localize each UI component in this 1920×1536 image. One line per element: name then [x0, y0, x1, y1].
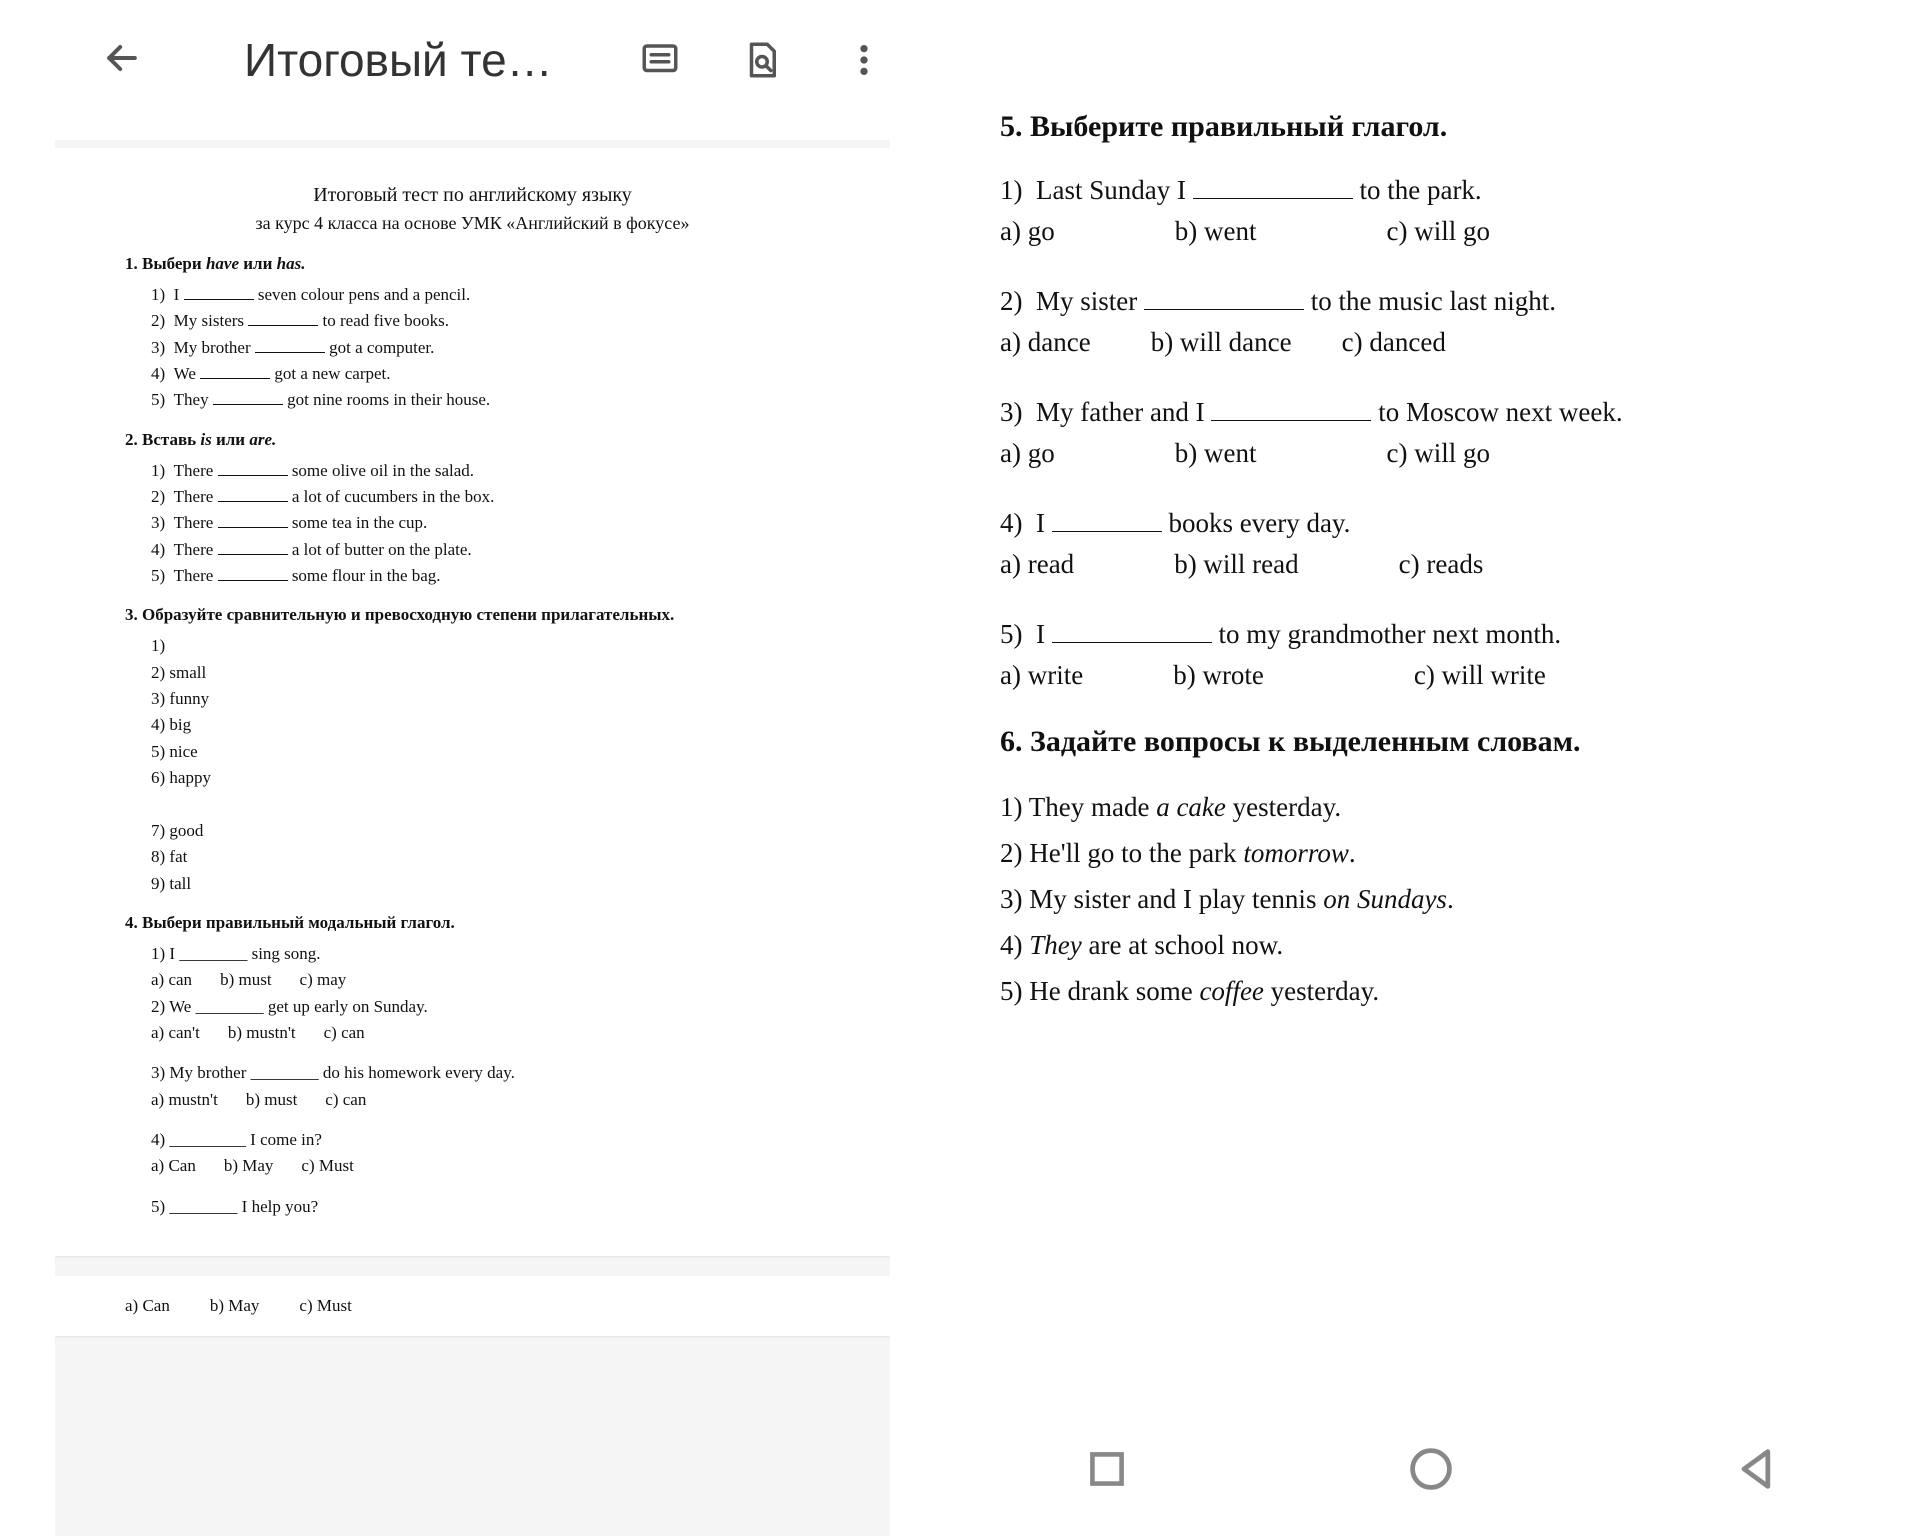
- more-icon[interactable]: [843, 39, 885, 81]
- q4-heading: 4. Выбери правильный модальный глагол.: [125, 913, 820, 933]
- doc-subtitle: за курс 4 класса на основе УМК «Английск…: [125, 213, 820, 234]
- back-icon[interactable]: [100, 36, 144, 85]
- q6-items: 1) They made a cake yesterday.2) He'll g…: [1000, 785, 1880, 1014]
- android-navbar: [945, 1436, 1920, 1506]
- q3-heading: 3. Образуйте сравнительную и превосходну…: [125, 605, 820, 625]
- q1-items: 1) I seven colour pens and a pencil.2) M…: [151, 282, 820, 414]
- q4-page2-options: a) Canb) Mayc) Must: [125, 1296, 820, 1316]
- q5-items: 1) Last Sunday I to the park.a) gob) wen…: [1000, 170, 1880, 695]
- q2-items: 1) There some olive oil in the salad.2) …: [151, 458, 820, 590]
- q1-heading: 1. Выбери have или has.: [125, 254, 820, 274]
- doc-viewer-pane: Итоговый те… Итоговый тест по английском…: [0, 0, 945, 1536]
- document-page-1: Итоговый тест по английскому языку за ку…: [55, 148, 890, 1256]
- recent-apps-icon[interactable]: [1082, 1444, 1132, 1499]
- q2-heading: 2. Вставь is или are.: [125, 430, 820, 450]
- toolbar: Итоговый те…: [0, 0, 945, 120]
- comments-icon[interactable]: [639, 39, 681, 81]
- document-page-2-top: a) Canb) Mayc) Must: [55, 1276, 890, 1336]
- home-icon[interactable]: [1405, 1443, 1457, 1500]
- q6-heading: 6. Задайте вопросы к выделенным словам.: [1000, 725, 1880, 759]
- q3-items: 1)2) small3) funny4) big5) nice6) happy …: [151, 633, 820, 896]
- document-title: Итоговый те…: [244, 33, 553, 87]
- doc-main-title: Итоговый тест по английскому языку: [125, 184, 820, 207]
- find-in-page-icon[interactable]: [741, 39, 783, 81]
- document-scroll-area[interactable]: Итоговый тест по английскому языку за ку…: [55, 140, 890, 1536]
- back-nav-icon[interactable]: [1731, 1443, 1783, 1500]
- second-screenshot-pane: 5. Выберите правильный глагол. 1) Last S…: [945, 0, 1920, 1536]
- q4-items: 1) I ________ sing song.a) canb) mustc) …: [151, 941, 820, 1220]
- q5-heading: 5. Выберите правильный глагол.: [1000, 110, 1880, 144]
